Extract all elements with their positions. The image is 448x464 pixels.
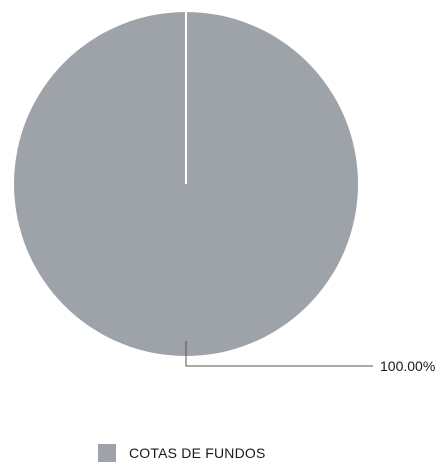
data-label: 100.00%: [380, 358, 435, 374]
data-label-leader-line: [185, 341, 373, 367]
legend-swatch: [98, 444, 116, 462]
legend: COTAS DE FUNDOS: [98, 444, 266, 462]
legend-label: COTAS DE FUNDOS: [129, 445, 266, 461]
